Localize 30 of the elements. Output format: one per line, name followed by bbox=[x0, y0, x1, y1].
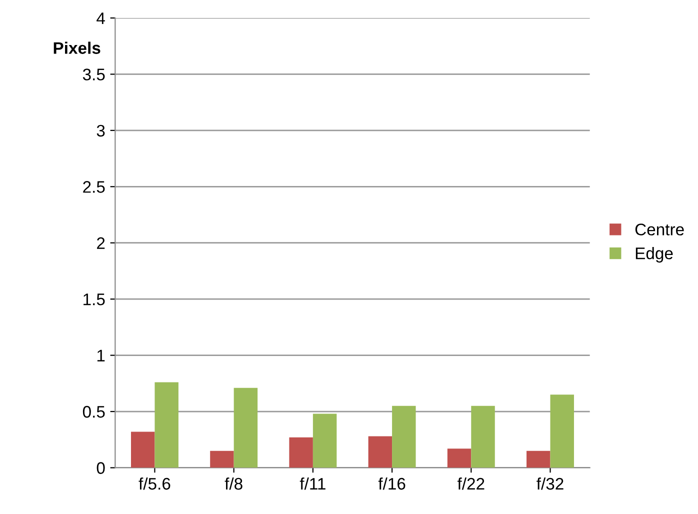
y-tick-label: 0 bbox=[96, 462, 105, 474]
x-tick-label: f/16 bbox=[378, 477, 406, 490]
legend-label: Edge bbox=[636, 247, 673, 263]
y-tick-label: 0.5 bbox=[82, 406, 105, 418]
bar bbox=[392, 406, 416, 468]
y-tick-label: 1.5 bbox=[84, 294, 105, 306]
y-tick-label: 2 bbox=[97, 237, 105, 249]
bar bbox=[447, 448, 472, 468]
bar bbox=[210, 450, 234, 468]
bar bbox=[526, 450, 550, 468]
x-tick-label: f/8 bbox=[224, 477, 242, 490]
legend-label: Centre bbox=[635, 224, 684, 236]
bar bbox=[130, 432, 155, 468]
y-tick-label: 2.5 bbox=[83, 181, 105, 193]
bar bbox=[289, 437, 313, 468]
x-tick-label: f/22 bbox=[457, 477, 484, 490]
y-tick-label: 1 bbox=[97, 350, 105, 362]
bar bbox=[471, 406, 495, 468]
bar bbox=[154, 382, 178, 468]
y-axis-title: Pixels bbox=[54, 42, 100, 54]
bar bbox=[234, 388, 258, 468]
y-tick-label: 4 bbox=[96, 12, 105, 24]
x-tick-label: f/11 bbox=[300, 477, 326, 490]
x-tick-label: f/32 bbox=[536, 477, 564, 490]
bar bbox=[312, 414, 337, 468]
y-tick-label: 3.5 bbox=[82, 68, 105, 80]
bar bbox=[550, 394, 574, 468]
x-tick-label: f/5.6 bbox=[138, 477, 170, 490]
y-tick-label: 3 bbox=[96, 124, 105, 137]
bar bbox=[368, 436, 392, 468]
